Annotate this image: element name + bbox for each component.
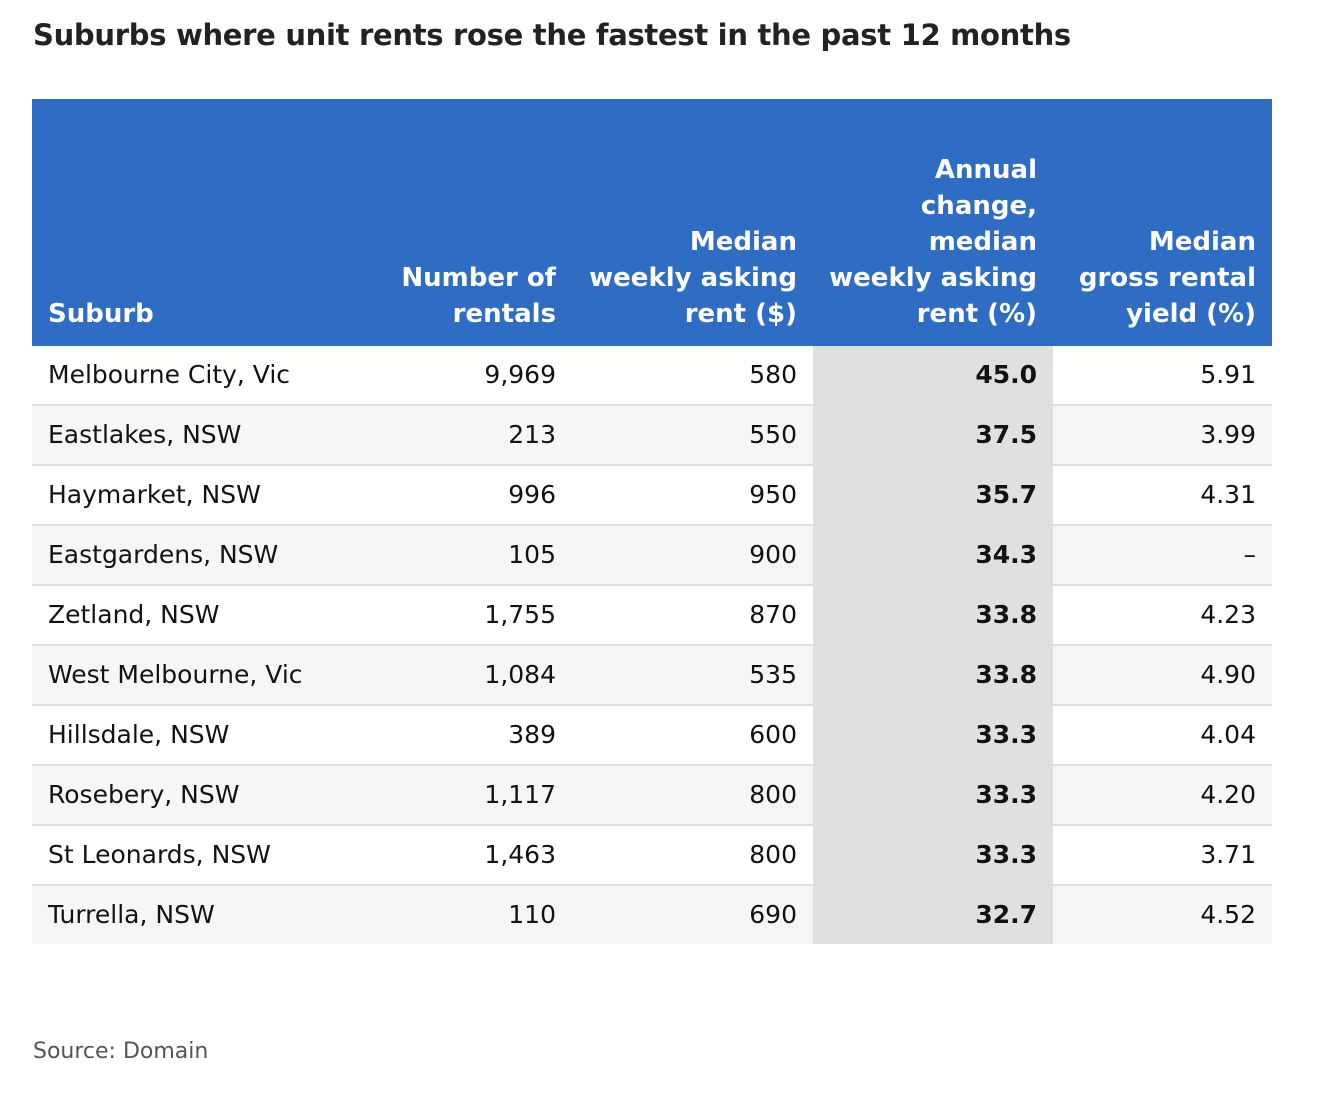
- cell-median-rent: 550: [572, 405, 813, 466]
- table-row: Melbourne City, Vic 9,969 580 45.0 5.91: [32, 346, 1272, 406]
- header-row: Suburb Number of rentals Median weekly a…: [32, 99, 1272, 346]
- cell-suburb: Rosebery, NSW: [32, 765, 332, 826]
- table-row: St Leonards, NSW 1,463 800 33.3 3.71: [32, 825, 1272, 886]
- cell-rental-yield: 4.90: [1053, 645, 1272, 706]
- cell-suburb: Melbourne City, Vic: [32, 346, 332, 406]
- chart-title: Suburbs where unit rents rose the fastes…: [33, 18, 1071, 52]
- cell-annual-change: 32.7: [813, 885, 1053, 944]
- cell-annual-change: 37.5: [813, 405, 1053, 466]
- table-row: West Melbourne, Vic 1,084 535 33.8 4.90: [32, 645, 1272, 706]
- table-row: Zetland, NSW 1,755 870 33.8 4.23: [32, 585, 1272, 646]
- cell-median-rent: 535: [572, 645, 813, 706]
- cell-median-rent: 800: [572, 765, 813, 826]
- cell-annual-change: 33.8: [813, 585, 1053, 646]
- cell-median-rent: 600: [572, 705, 813, 766]
- cell-number-of-rentals: 1,755: [332, 585, 572, 646]
- table-row: Rosebery, NSW 1,117 800 33.3 4.20: [32, 765, 1272, 826]
- cell-median-rent: 800: [572, 825, 813, 886]
- table-row: Eastgardens, NSW 105 900 34.3–: [32, 525, 1272, 586]
- cell-median-rent: 580: [572, 346, 813, 406]
- cell-annual-change: 33.8: [813, 645, 1053, 706]
- cell-rental-yield: 4.52: [1053, 885, 1272, 944]
- cell-suburb: Eastlakes, NSW: [32, 405, 332, 466]
- cell-rental-yield: 5.91: [1053, 346, 1272, 406]
- cell-median-rent: 870: [572, 585, 813, 646]
- table-body: Melbourne City, Vic 9,969 580 45.0 5.91 Eastl…: [32, 346, 1272, 944]
- cell-number-of-rentals: 1,117: [332, 765, 572, 826]
- cell-rental-yield: 4.23: [1053, 585, 1272, 646]
- column-header-median-rent: Median weekly asking rent ($): [572, 99, 813, 346]
- column-header-rental-yield: Median gross rental yield (%): [1053, 99, 1272, 346]
- cell-rental-yield: 4.04: [1053, 705, 1272, 766]
- table-row: Eastlakes, NSW 213 550 37.5 3.99: [32, 405, 1272, 466]
- cell-suburb: Zetland, NSW: [32, 585, 332, 646]
- column-header-annual-change: Annual change, median weekly asking rent…: [813, 99, 1053, 346]
- cell-number-of-rentals: 1,084: [332, 645, 572, 706]
- cell-rental-yield: 3.99: [1053, 405, 1272, 466]
- cell-annual-change: 33.3: [813, 705, 1053, 766]
- cell-number-of-rentals: 996: [332, 465, 572, 526]
- cell-annual-change: 34.3: [813, 525, 1053, 586]
- cell-suburb: Haymarket, NSW: [32, 465, 332, 526]
- cell-number-of-rentals: 1,463: [332, 825, 572, 886]
- table-row: Turrella, NSW 110 690 32.7 4.52: [32, 885, 1272, 944]
- cell-annual-change: 35.7: [813, 465, 1053, 526]
- cell-number-of-rentals: 389: [332, 705, 572, 766]
- cell-suburb: St Leonards, NSW: [32, 825, 332, 886]
- cell-annual-change: 45.0: [813, 346, 1053, 406]
- cell-number-of-rentals: 105: [332, 525, 572, 586]
- cell-annual-change: 33.3: [813, 765, 1053, 826]
- cell-number-of-rentals: 110: [332, 885, 572, 944]
- cell-number-of-rentals: 213: [332, 405, 572, 466]
- table-row: Hillsdale, NSW 389 600 33.3 4.04: [32, 705, 1272, 766]
- cell-suburb: Hillsdale, NSW: [32, 705, 332, 766]
- column-header-number-of-rentals: Number of rentals: [332, 99, 572, 346]
- column-header-suburb: Suburb: [32, 99, 332, 346]
- cell-suburb: Eastgardens, NSW: [32, 525, 332, 586]
- cell-suburb: Turrella, NSW: [32, 885, 332, 944]
- cell-number-of-rentals: 9,969: [332, 346, 572, 406]
- source-note: Source: Domain: [33, 1039, 209, 1064]
- cell-median-rent: 900: [572, 525, 813, 586]
- cell-median-rent: 690: [572, 885, 813, 944]
- cell-rental-yield: –: [1053, 525, 1272, 586]
- cell-rental-yield: 4.20: [1053, 765, 1272, 826]
- cell-rental-yield: 3.71: [1053, 825, 1272, 886]
- table-header: Suburb Number of rentals Median weekly a…: [32, 99, 1272, 346]
- cell-suburb: West Melbourne, Vic: [32, 645, 332, 706]
- rent-table: Suburb Number of rentals Median weekly a…: [32, 99, 1272, 944]
- cell-median-rent: 950: [572, 465, 813, 526]
- cell-annual-change: 33.3: [813, 825, 1053, 886]
- cell-rental-yield: 4.31: [1053, 465, 1272, 526]
- table-row: Haymarket, NSW 996 950 35.7 4.31: [32, 465, 1272, 526]
